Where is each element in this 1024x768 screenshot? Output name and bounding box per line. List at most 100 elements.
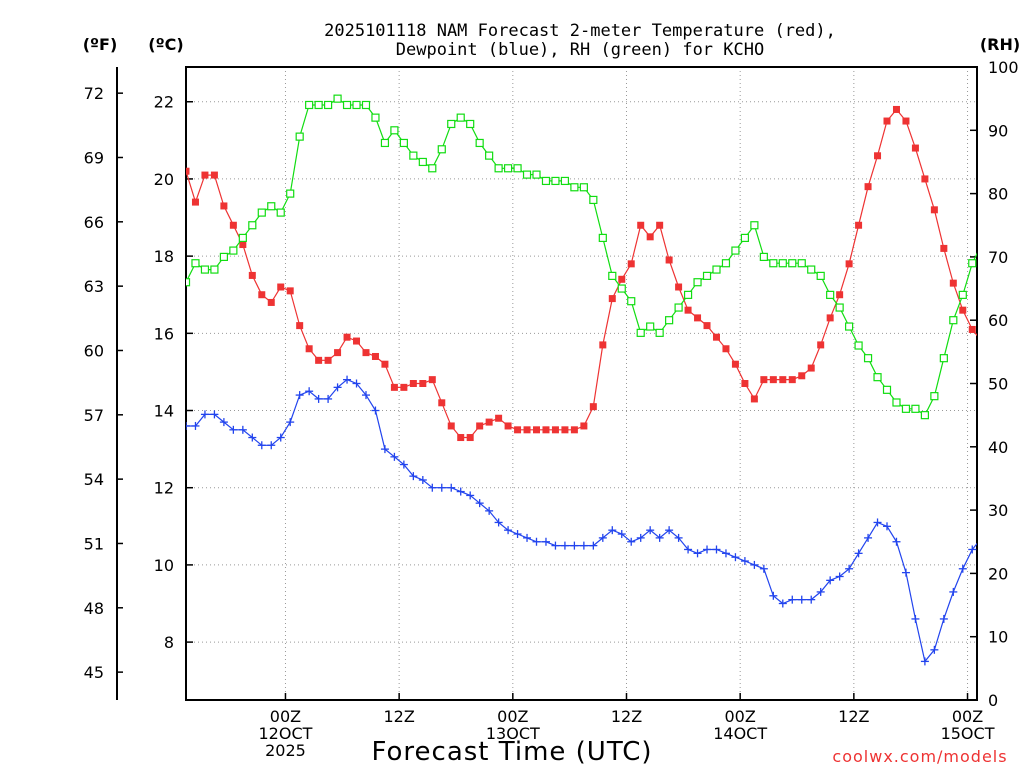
rh-point xyxy=(485,151,494,160)
temperature-point xyxy=(798,372,806,380)
temperature-point xyxy=(447,422,455,430)
x-tick-label: 2025 xyxy=(265,741,306,760)
dewpoint-point xyxy=(712,545,721,554)
dewpoint-point xyxy=(352,379,361,388)
temperature-point xyxy=(712,333,720,341)
rh-point xyxy=(826,290,835,299)
temperature-point xyxy=(466,434,474,442)
temperature-point xyxy=(485,418,493,426)
rh-point xyxy=(494,164,503,173)
temperature-point xyxy=(334,349,342,357)
rh-tick-label: 100 xyxy=(988,58,1019,77)
rh-tick-label: 30 xyxy=(988,501,1008,520)
x-tick-label: 12OCT xyxy=(259,724,313,743)
dewpoint-point xyxy=(769,591,778,600)
dewpoint-point xyxy=(778,599,787,608)
temperature-point xyxy=(419,380,427,387)
rh-tick-label: 90 xyxy=(988,121,1008,140)
dewpoint-point xyxy=(646,526,655,535)
rh-point xyxy=(219,252,228,261)
rh-tick-label: 20 xyxy=(988,564,1008,583)
temperature-point xyxy=(570,426,578,434)
dewpoint-point xyxy=(958,564,967,573)
temperature-point xyxy=(637,221,645,229)
rh-point xyxy=(276,208,285,217)
temperature-point xyxy=(248,271,256,279)
dewpoint-point xyxy=(466,491,475,500)
dewpoint-point xyxy=(816,587,825,596)
x-tick-label: 13OCT xyxy=(486,724,540,743)
rh-point xyxy=(257,208,266,217)
rh-point xyxy=(731,246,740,255)
rh-point xyxy=(702,271,712,280)
dewpoint-point xyxy=(276,433,285,442)
dewpoint-point xyxy=(343,375,352,384)
rh-point xyxy=(503,164,513,173)
dewpoint-point xyxy=(854,549,863,558)
dewpoint-point xyxy=(361,391,370,400)
rh-point xyxy=(380,138,390,148)
rh-point xyxy=(665,316,674,325)
temperature-point xyxy=(353,337,361,345)
fahrenheit-tick-label: 69 xyxy=(84,148,104,167)
dewpoint-point xyxy=(892,537,901,546)
celsius-tick-label: 10 xyxy=(154,556,174,575)
dewpoint-point xyxy=(390,452,399,461)
dewpoint-point xyxy=(513,530,522,539)
rh-point xyxy=(863,354,873,363)
dewpoint-line xyxy=(186,378,977,663)
dewpoint-point xyxy=(978,534,986,542)
fahrenheit-tick-label: 57 xyxy=(84,406,104,425)
temperature-point xyxy=(741,380,749,387)
temperature-point xyxy=(409,380,417,387)
dewpoint-point xyxy=(210,410,219,419)
chart-title-line-1: 2025101118 NAM Forecast 2-meter Temperat… xyxy=(324,21,836,41)
dewpoint-point xyxy=(267,441,276,450)
rh-point xyxy=(286,189,295,198)
dewpoint-point xyxy=(693,549,702,558)
dewpoint-point xyxy=(835,572,844,581)
temperature-point xyxy=(750,395,758,403)
rh-point xyxy=(769,259,778,268)
rh-point xyxy=(655,328,664,337)
rh-tick-label: 70 xyxy=(988,248,1008,267)
rh-point xyxy=(712,265,721,274)
temperature-point xyxy=(940,244,948,252)
temperature-point xyxy=(722,345,730,353)
dewpoint-point xyxy=(883,522,892,531)
temperature-point xyxy=(561,426,569,434)
rh-point xyxy=(342,100,352,110)
temperature-point xyxy=(883,117,891,125)
dewpoint-point xyxy=(627,537,636,546)
temperature-point xyxy=(267,298,275,306)
rh-point xyxy=(901,404,911,413)
dewpoint-point xyxy=(939,614,948,623)
rh-point xyxy=(399,138,408,148)
dewpoint-point xyxy=(750,560,759,569)
dewpoint-point xyxy=(324,394,333,403)
x-axis-title: Forecast Time (UTC) xyxy=(371,737,652,767)
temperature-point xyxy=(220,202,228,210)
dewpoint-point xyxy=(797,595,806,604)
temperature-point xyxy=(210,171,218,179)
dewpoint-point xyxy=(485,506,494,515)
rh-point xyxy=(541,176,551,186)
series xyxy=(186,94,995,666)
temperature-point xyxy=(817,341,825,349)
x-tick-label: 12Z xyxy=(611,707,642,726)
rh-point xyxy=(513,164,522,173)
dewpoint-point xyxy=(608,526,617,535)
temperature-point xyxy=(315,356,323,364)
dewpoint-point xyxy=(987,526,995,534)
temperature-point xyxy=(694,314,702,322)
rh-point xyxy=(958,290,967,299)
fahrenheit-tick-label: 66 xyxy=(84,213,104,232)
dewpoint-point xyxy=(314,394,323,403)
dewpoint-point xyxy=(826,576,835,585)
temperature-point xyxy=(191,198,199,206)
celsius-tick-label: 8 xyxy=(164,633,174,652)
rh-tick-label: 60 xyxy=(988,311,1008,330)
dewpoint-point xyxy=(674,533,683,542)
temperature-point xyxy=(390,383,398,391)
dewpoint-point xyxy=(409,472,418,481)
